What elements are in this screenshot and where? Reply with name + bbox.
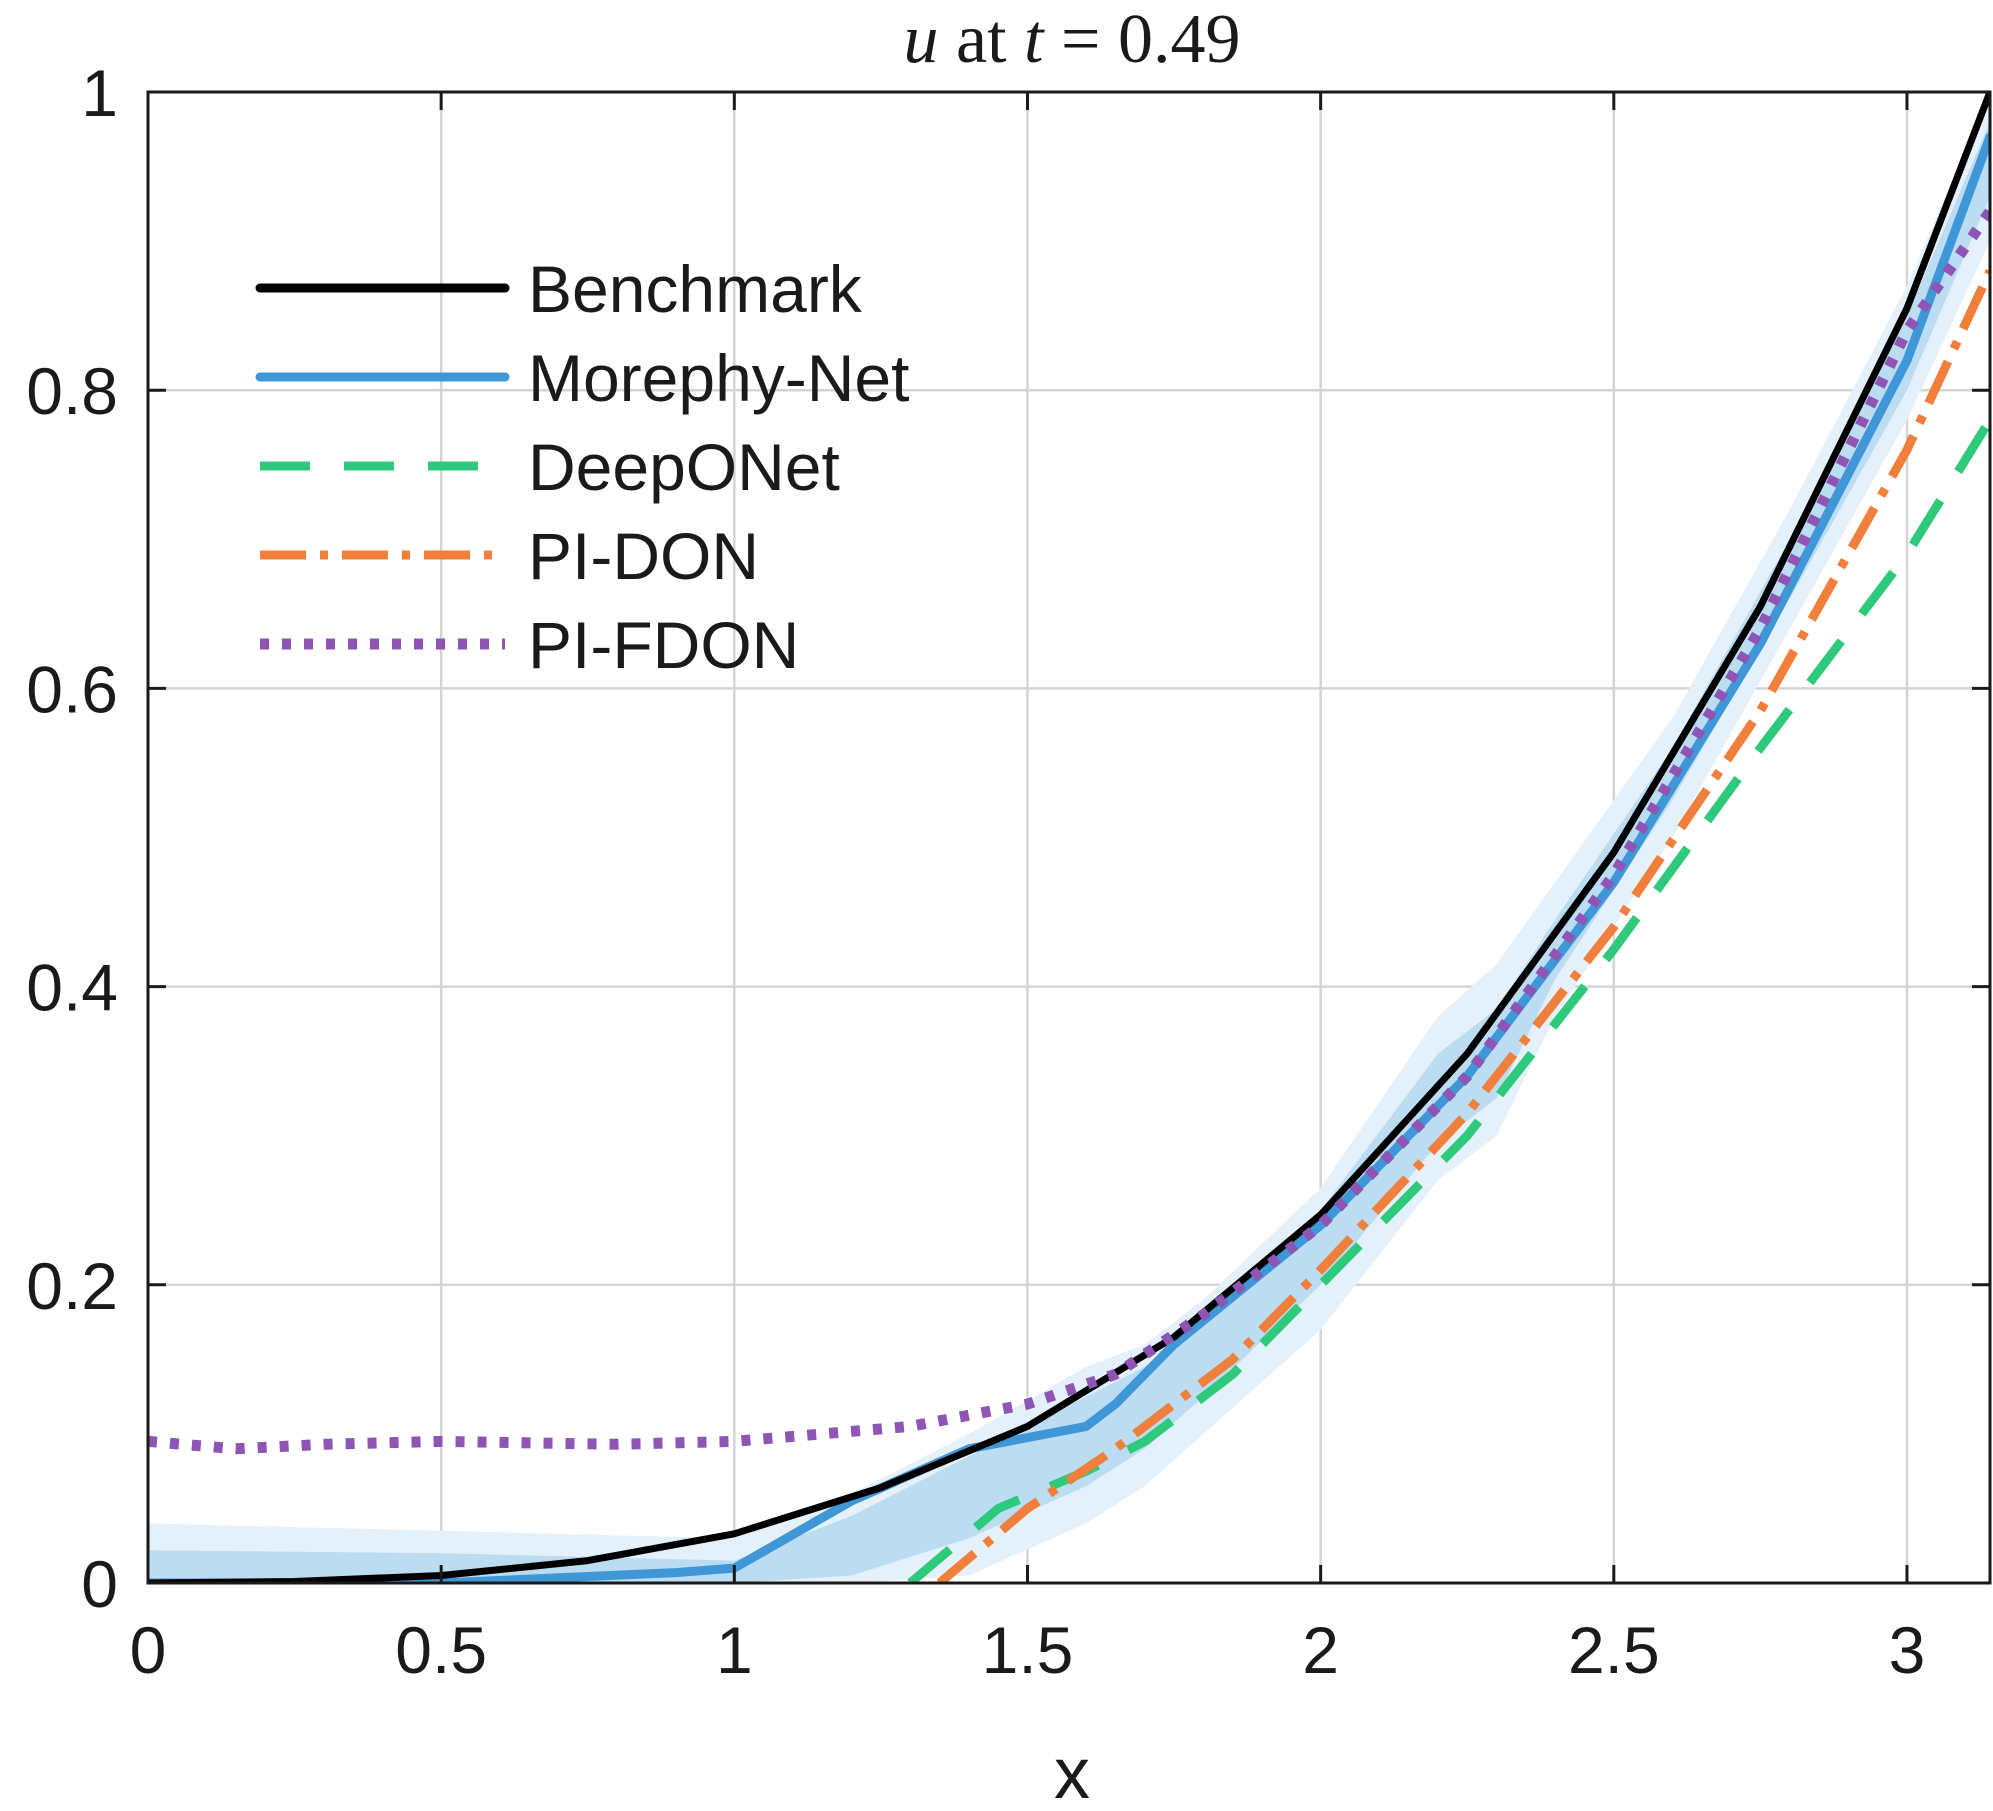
x-tick-label: 0.5: [395, 1613, 487, 1687]
x-tick-label: 1.5: [982, 1613, 1074, 1687]
legend: Benchmark Morephy-Net DeepONet PI-DON PI-FDO…: [255, 252, 909, 682]
grid: [146, 90, 1990, 1585]
chart-title: u at t = 0.49: [904, 1, 1241, 78]
y-tick-label: 0: [81, 1547, 118, 1621]
legend-label: PI-DON: [528, 519, 759, 593]
x-tick-label: 2.5: [1568, 1613, 1660, 1687]
series-line-pi-don: [936, 269, 1990, 1583]
series-line-deeponet: [907, 417, 1990, 1583]
plot-frame: [146, 90, 1992, 1585]
legend-label: Morephy-Net: [528, 341, 909, 415]
x-tick-label: 3: [1889, 1613, 1926, 1687]
x-tick-label: 2: [1302, 1613, 1339, 1687]
y-tick-label: 0.6: [26, 652, 118, 726]
legend-label: Benchmark: [528, 252, 863, 326]
x-tick-label: 1: [716, 1613, 753, 1687]
legend-label: DeepONet: [528, 430, 840, 504]
confidence-band: [148, 121, 1990, 1583]
y-tick-label: 0.4: [26, 951, 118, 1025]
x-tick-label: 0: [130, 1613, 167, 1687]
confidence-bands: [148, 92, 1990, 1583]
series-line-pi-fdon: [148, 208, 1990, 1455]
series-line-benchmark: [148, 92, 1990, 1583]
y-tick-label: 0.2: [26, 1249, 118, 1323]
legend-label: PI-FDON: [528, 608, 799, 682]
x-axis-label: x: [1054, 1734, 1090, 1811]
confidence-band: [148, 92, 1990, 1583]
ticks: 0 0.5 1 1.5 2 2.5 3 0 0.2 0.4 0.6 0.8 1: [26, 56, 1990, 1687]
y-tick-label: 1: [81, 56, 118, 130]
series-line-morephy-net: [148, 132, 1990, 1583]
y-tick-label: 0.8: [26, 354, 118, 428]
series-lines: [148, 92, 1990, 1583]
